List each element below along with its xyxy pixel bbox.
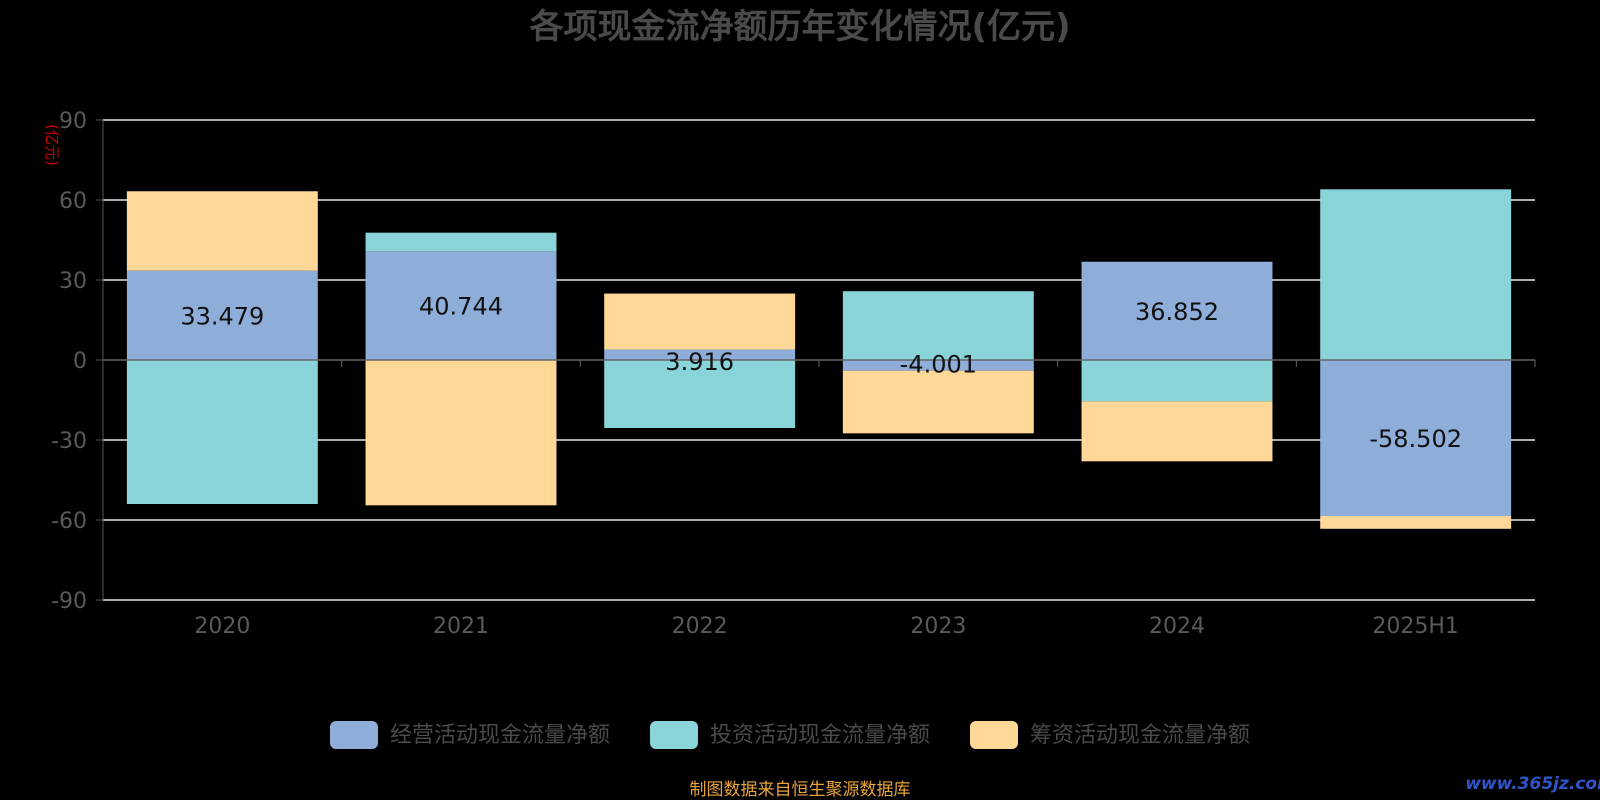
x-axis: 2020 2021 2022 2023 2024 2025H1 (102, 359, 1536, 639)
y-axis: 90 60 30 0 -30 -60 -90 (51, 109, 104, 614)
legend-label: 筹资活动现金流量净额 (1030, 723, 1250, 748)
bar-2-2021 (365, 232, 557, 252)
bar-3-2020 (126, 191, 318, 271)
legend-swatch (330, 721, 378, 749)
data-label: 3.916 (665, 348, 734, 376)
bar-3-2024 (1081, 401, 1273, 462)
bar-2-2023 (842, 291, 1034, 360)
data-label: 36.852 (1135, 298, 1219, 326)
y-tick-label: 30 (59, 269, 87, 294)
legend-label: 投资活动现金流量净额 (710, 723, 930, 748)
data-label: -4.001 (900, 350, 977, 378)
y-tick-label: 60 (59, 189, 87, 214)
x-tick-label: 2021 (433, 614, 489, 639)
bars-group (126, 189, 1512, 529)
grid-lines (103, 119, 1535, 601)
y-tick-label: -60 (51, 509, 87, 534)
data-labels: 33.479 40.744 3.916 -4.001 36.852 -58.502 (180, 293, 1462, 453)
bar-2-2025H1 (1320, 189, 1512, 360)
y-tick-label: -90 (51, 589, 87, 614)
bar-1-2025H1 (1320, 360, 1512, 517)
legend-item-2[interactable]: 投资活动现金流量净额 (650, 721, 930, 749)
data-label: 40.744 (419, 293, 503, 321)
x-tick-label: 2023 (910, 614, 966, 639)
legend-item-1[interactable]: 经营活动现金流量净额 (330, 721, 610, 749)
x-tick-label: 2022 (672, 614, 728, 639)
bar-3-2022 (604, 293, 796, 350)
bar-2-2024 (1081, 360, 1273, 402)
watermark: www.365jz.com (1465, 774, 1600, 794)
x-tick-label: 2024 (1149, 614, 1205, 639)
bar-2-2022 (604, 360, 796, 428)
y-tick-label: 90 (59, 109, 87, 134)
y-tick-label: 0 (73, 349, 87, 374)
bar-3-2021 (365, 360, 557, 506)
legend-swatch (970, 721, 1018, 749)
x-tick-label: 2025H1 (1372, 614, 1459, 639)
y-axis-label: (亿元) (43, 124, 61, 166)
chart-title: 各项现金流净额历年变化情况(亿元) (529, 7, 1070, 47)
bar-1-2020 (126, 270, 318, 360)
bar-2-2020 (126, 360, 318, 504)
legend-label: 经营活动现金流量净额 (390, 723, 610, 748)
y-tick-label: -30 (51, 429, 87, 454)
legend[interactable]: 经营活动现金流量净额 投资活动现金流量净额 筹资活动现金流量净额 (330, 721, 1250, 749)
data-label: -58.502 (1369, 425, 1462, 453)
bar-3-2025H1 (1320, 516, 1512, 529)
bar-3-2023 (842, 370, 1034, 434)
legend-swatch (650, 721, 698, 749)
bar-1-2024 (1081, 261, 1273, 360)
x-tick-label: 2020 (194, 614, 250, 639)
legend-item-3[interactable]: 筹资活动现金流量净额 (970, 721, 1250, 749)
source-note: 制图数据来自恒生聚源数据库 (690, 780, 911, 800)
bar-1-2023 (842, 360, 1034, 371)
data-label: 33.479 (180, 302, 264, 330)
bar-1-2021 (365, 251, 557, 360)
bar-1-2022 (604, 349, 796, 360)
